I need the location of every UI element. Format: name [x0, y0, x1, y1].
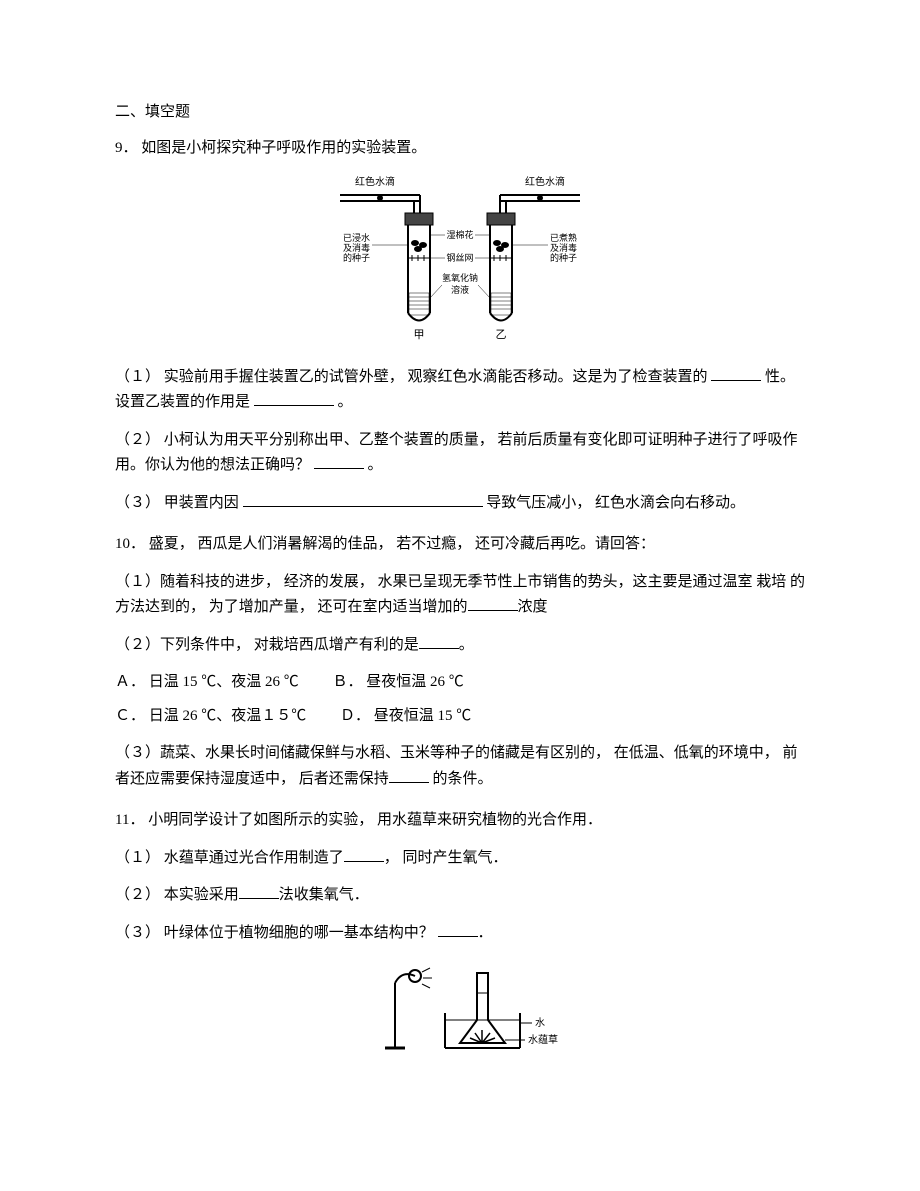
- blank[interactable]: [438, 922, 478, 937]
- svg-text:钢丝网: 钢丝网: [446, 252, 473, 263]
- question-9: 9． 如图是小柯探究种子呼吸作用的实验装置。 红色水滴 红色水滴: [115, 136, 805, 517]
- svg-text:水蕴草: 水蕴草: [528, 1034, 558, 1046]
- svg-text:溶液: 溶液: [451, 284, 469, 295]
- question-10: 10． 盛夏， 西瓜是人们消暑解渴的佳品， 若不过瘾， 还可冷藏后再吃。请回答：…: [115, 532, 805, 792]
- q9-intro: 如图是小柯探究种子呼吸作用的实验装置。: [141, 140, 426, 156]
- q10-header: 10． 盛夏， 西瓜是人们消暑解渴的佳品， 若不过瘾， 还可冷藏后再吃。请回答：: [115, 532, 805, 558]
- blank[interactable]: [344, 847, 384, 862]
- svg-text:及消毒: 及消毒: [343, 242, 370, 253]
- q11-diagram: 水 水蕴草: [115, 958, 805, 1068]
- q11-number: 11．: [115, 812, 144, 828]
- q11-sub3: （３） 叶绿体位于植物细胞的哪一基本结构中？ ．: [115, 921, 805, 947]
- svg-text:红色水滴: 红色水滴: [355, 175, 395, 188]
- option-b: Ｂ． 昼夜恒温 26 ℃: [333, 670, 464, 696]
- option-d: Ｄ． 昼夜恒温 15 ℃: [340, 704, 471, 730]
- q10-sub2: （２）下列条件中， 对栽培西瓜增产有利的是。: [115, 633, 805, 659]
- blank[interactable]: [419, 634, 459, 649]
- svg-text:氢氧化钠: 氢氧化钠: [442, 272, 478, 283]
- q11-sub1: （１） 水蕴草通过光合作用制造了， 同时产生氧气．: [115, 846, 805, 872]
- q9-sub3: （３） 甲装置内因 导致气压减小， 红色水滴会向右移动。: [115, 491, 805, 517]
- q11-sub2: （２） 本实验采用法收集氧气．: [115, 883, 805, 909]
- blank[interactable]: [254, 391, 334, 406]
- blank[interactable]: [468, 596, 518, 611]
- svg-text:红色水滴: 红色水滴: [525, 175, 565, 188]
- svg-text:已浸水: 已浸水: [343, 232, 370, 243]
- q11-intro: 小明同学设计了如图所示的实验， 用水蕴草来研究植物的光合作用．: [148, 812, 602, 828]
- q11-header: 11． 小明同学设计了如图所示的实验， 用水蕴草来研究植物的光合作用．: [115, 808, 805, 834]
- svg-text:的种子: 的种子: [550, 252, 577, 263]
- svg-text:已煮熟: 已煮熟: [550, 232, 577, 243]
- q10-options: Ａ． 日温 15 ℃、夜温 26 ℃ Ｂ． 昼夜恒温 26 ℃ Ｃ． 日温 26…: [115, 670, 805, 729]
- q9-sub2: （２） 小柯认为用天平分别称出甲、乙整个装置的质量， 若前后质量有变化即可证明种…: [115, 428, 805, 479]
- svg-text:乙: 乙: [496, 328, 507, 341]
- q9-header: 9． 如图是小柯探究种子呼吸作用的实验装置。: [115, 136, 805, 162]
- svg-text:甲: 甲: [414, 329, 425, 341]
- q9-number: 9．: [115, 140, 138, 156]
- blank[interactable]: [243, 492, 483, 507]
- section-title: 二、填空题: [115, 100, 805, 126]
- blank[interactable]: [314, 454, 364, 469]
- q10-number: 10．: [115, 536, 145, 552]
- q10-sub1: （１）随着科技的进步， 经济的发展， 水果已呈现无季节性上市销售的势头，这主要是…: [115, 570, 805, 621]
- option-c: Ｃ． 日温 26 ℃、夜温１５℃: [115, 704, 306, 730]
- svg-text:及消毒: 及消毒: [550, 242, 577, 253]
- svg-text:水: 水: [535, 1017, 545, 1029]
- svg-text:湿棉花: 湿棉花: [446, 229, 473, 240]
- q9-diagram: 红色水滴 红色水滴: [115, 173, 805, 353]
- blank[interactable]: [711, 366, 761, 381]
- option-a: Ａ． 日温 15 ℃、夜温 26 ℃: [115, 670, 299, 696]
- q10-sub3: （３）蔬菜、水果长时间储藏保鲜与水稻、玉米等种子的储藏是有区别的， 在低温、低氧…: [115, 741, 805, 792]
- blank[interactable]: [239, 884, 279, 899]
- q9-sub1: （１） 实验前用手握住装置乙的试管外壁， 观察红色水滴能否移动。这是为了检查装置…: [115, 365, 805, 416]
- question-11: 11． 小明同学设计了如图所示的实验， 用水蕴草来研究植物的光合作用． （１） …: [115, 808, 805, 1068]
- svg-text:的种子: 的种子: [343, 252, 370, 263]
- q10-intro: 盛夏， 西瓜是人们消暑解渴的佳品， 若不过瘾， 还可冷藏后再吃。请回答：: [149, 536, 655, 552]
- blank[interactable]: [389, 768, 429, 783]
